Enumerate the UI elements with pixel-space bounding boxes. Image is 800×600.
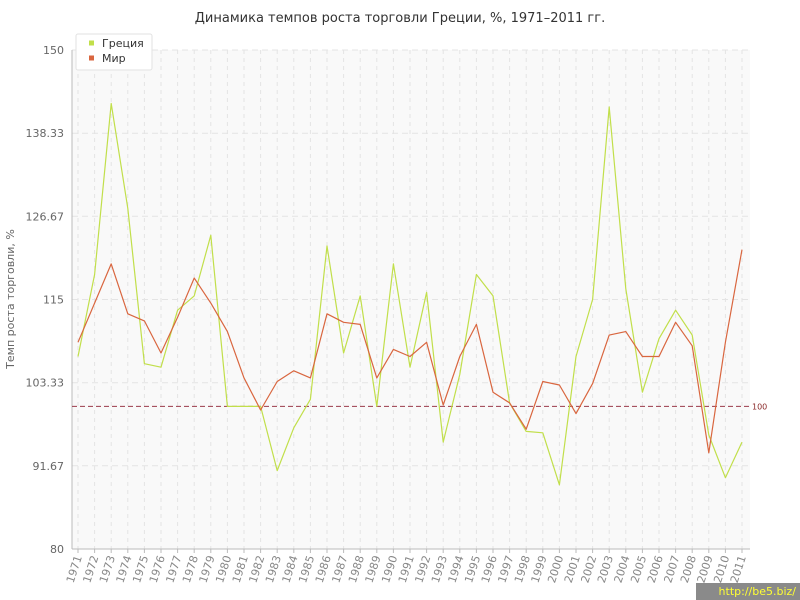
- watermark-url: http://be5.biz/: [696, 583, 800, 600]
- y-tick-label: 115: [43, 294, 64, 307]
- y-tick-label: 103.33: [26, 377, 65, 390]
- legend-swatch: [89, 55, 94, 61]
- legend: Греция Мир: [75, 33, 153, 71]
- y-tick-label: 80: [50, 543, 64, 556]
- series-line-greece: [77, 102, 743, 486]
- series-line-world: [77, 249, 743, 454]
- y-tick-label: 138.33: [26, 127, 65, 140]
- y-axis-label: Темп роста торговли, %: [4, 229, 17, 370]
- legend-label: Мир: [102, 52, 126, 65]
- legend-box: [75, 33, 153, 71]
- chart-title: Динамика темпов роста торговли Греции, %…: [195, 11, 605, 26]
- y-tick-label: 150: [43, 44, 64, 57]
- reference-line-label: 100: [752, 402, 767, 411]
- y-tick-label: 91.67: [33, 460, 65, 473]
- y-tick-label: 126.67: [26, 210, 65, 223]
- legend-swatch: [89, 40, 94, 46]
- legend-label: Греция: [102, 37, 144, 50]
